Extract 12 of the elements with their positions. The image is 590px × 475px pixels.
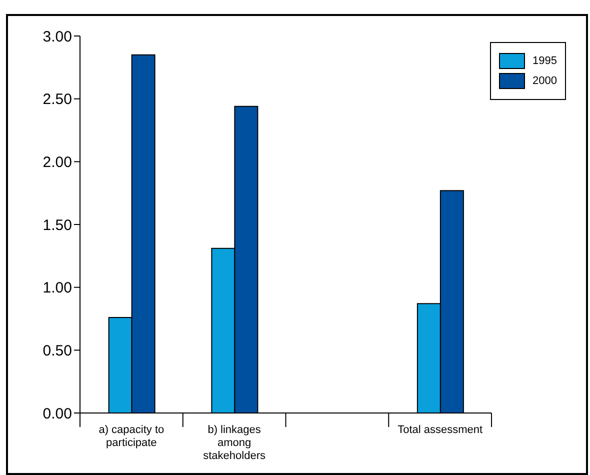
legend-label: 1995 [532,55,557,67]
y-tick-label: 0.00 [42,405,72,422]
y-tick-label: 2.00 [42,154,72,171]
y-tick-label: 2.50 [42,91,72,108]
y-tick-label: 3.00 [42,28,72,46]
y-tick-label: 0.50 [42,342,72,360]
y-tick-label: 1.00 [42,280,72,297]
x-tick-label: b) linkages among stakeholders [203,424,266,462]
x-tick-label: Total assessment [398,424,483,436]
x-tick-label: a) capacity to participate [98,424,164,449]
y-tick-label: 1.50 [42,216,72,234]
legend-label: 2000 [532,75,557,87]
